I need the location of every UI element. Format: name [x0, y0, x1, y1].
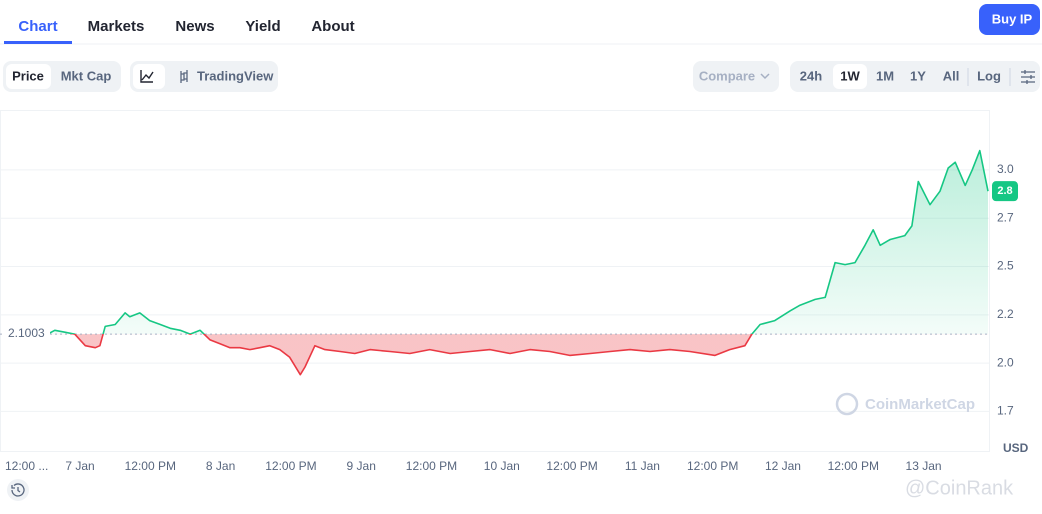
log-button[interactable]: Log — [977, 68, 1001, 83]
x-tick-label: 12:00 PM — [125, 459, 176, 473]
tab[interactable]: Yield — [245, 18, 280, 35]
y-tick-label: 2.2 — [997, 307, 1014, 321]
settings-icon[interactable] — [1021, 70, 1035, 84]
x-tick-label: 12:00 PM — [406, 459, 457, 473]
candle-icon — [180, 70, 188, 83]
baseline-label-bg — [2, 326, 50, 343]
y-tick-label: 3.0 — [997, 162, 1014, 176]
watermark: CoinMarketCap — [865, 396, 975, 413]
x-tick-label: 9 Jan — [347, 459, 376, 473]
line-icon — [140, 70, 154, 83]
baseline-label: 2.1003 — [8, 326, 45, 340]
y-tick-label: 2.7 — [997, 210, 1014, 224]
price-line — [47, 149, 989, 376]
x-tick-label: 12:00 PM — [265, 459, 316, 473]
metric-button[interactable]: Price — [12, 68, 44, 83]
metric-button[interactable]: Mkt Cap — [61, 68, 112, 83]
buy-button-label[interactable]: Buy IP — [992, 11, 1033, 26]
compare-label[interactable]: Compare — [699, 68, 755, 83]
x-tick-label: 11 Jan — [625, 459, 660, 473]
compare-dropdown[interactable] — [693, 61, 779, 92]
metric-active — [6, 64, 51, 89]
history-icon — [11, 483, 25, 497]
plot-frame — [0, 110, 990, 452]
range-button[interactable]: 1Y — [910, 68, 926, 83]
x-tick-label: 12:00 ... — [5, 459, 48, 473]
x-tick-label: 8 Jan — [206, 459, 235, 473]
range-button[interactable]: 1W — [840, 68, 860, 83]
range-active — [833, 64, 867, 89]
mode-toggle — [130, 61, 278, 92]
chevron — [760, 73, 770, 80]
y-tick-label: 2.0 — [997, 355, 1014, 369]
x-tick-label: 7 Jan — [65, 459, 94, 473]
x-tick-label: 12 Jan — [765, 459, 801, 473]
mode-active[interactable] — [133, 64, 165, 89]
range-button[interactable]: 24h — [800, 68, 822, 83]
x-tick-label: 12:00 PM — [687, 459, 738, 473]
y-tick-label: 2.5 — [997, 259, 1014, 273]
tab[interactable]: Markets — [88, 18, 145, 35]
x-tick-label: 13 Jan — [906, 459, 942, 473]
range-button[interactable]: All — [943, 68, 960, 83]
current-price-tag — [992, 181, 1018, 202]
plot: 1.7 2.0 2.2 2.5 2.7 3.0 USD 12:00 ... 7 Jan 12:00… — [0, 149, 1029, 473]
x-tick-label: 10 Jan — [484, 459, 520, 473]
tab[interactable]: News — [175, 18, 214, 35]
y-unit: USD — [1003, 441, 1029, 455]
watermark-logo — [835, 392, 859, 416]
tab[interactable]: Chart — [18, 18, 57, 35]
x-tick-label: 12:00 PM — [546, 459, 597, 473]
tab[interactable]: About — [311, 18, 354, 35]
y-tick-label: 1.7 — [997, 404, 1014, 418]
range-button[interactable]: 1M — [876, 68, 894, 83]
x-tick-label: 12:00 PM — [828, 459, 879, 473]
current-price-label: 2.8 — [997, 185, 1012, 197]
active-tab-indicator — [4, 41, 72, 44]
watermark: @CoinRank — [905, 477, 1014, 499]
buy-button[interactable] — [979, 4, 1040, 35]
mode-button[interactable]: TradingView — [197, 68, 274, 83]
